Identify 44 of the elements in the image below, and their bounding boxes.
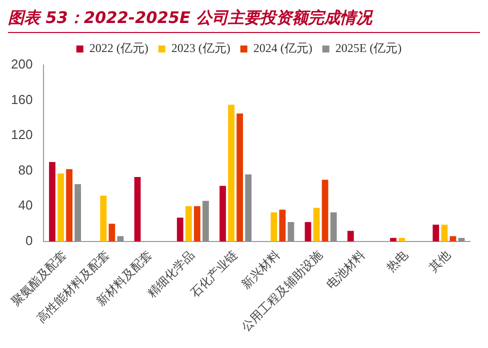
bar <box>58 174 64 242</box>
bar <box>288 222 294 242</box>
y-tick-label: 80 <box>18 162 33 178</box>
bar <box>228 104 234 242</box>
bar <box>322 180 328 242</box>
bar <box>185 206 192 242</box>
bar <box>220 186 226 242</box>
bar <box>100 196 107 242</box>
chart-title: 图表 53：2022-2025E 公司主要投资额完成情况 <box>8 8 480 33</box>
x-tick-label: 其他 <box>426 248 454 275</box>
bar <box>108 224 116 242</box>
bar <box>74 184 81 242</box>
bar <box>432 224 440 242</box>
bar <box>441 224 448 242</box>
x-tick-label: 电池材料 <box>324 248 368 292</box>
bar <box>236 114 243 242</box>
x-tick-label: 热电 <box>384 248 410 275</box>
bar <box>450 236 456 242</box>
legend-label: 2025E (亿元) <box>335 41 402 56</box>
bar <box>202 200 209 242</box>
legend-label: 2023 (亿元) <box>171 41 230 56</box>
bar <box>347 230 354 242</box>
y-tick-label: 0 <box>25 233 33 248</box>
bar <box>458 238 465 242</box>
legend-label: 2024 (亿元) <box>253 41 312 56</box>
bar <box>313 208 320 242</box>
bar <box>117 236 124 242</box>
bar <box>66 169 72 242</box>
y-tick-label: 120 <box>10 127 33 142</box>
bar <box>134 177 141 242</box>
bar <box>49 162 56 242</box>
y-tick-label: 160 <box>10 92 33 107</box>
bar <box>270 212 278 242</box>
bar <box>194 206 200 242</box>
y-tick-label: 40 <box>18 198 33 213</box>
bar <box>304 222 312 242</box>
bar <box>398 238 405 242</box>
bar <box>176 218 184 242</box>
bar <box>245 174 252 242</box>
bar <box>390 238 396 242</box>
y-tick-label: 200 <box>10 56 33 72</box>
bar <box>330 212 337 242</box>
bar <box>279 210 286 242</box>
legend-label: 2022 (亿元) <box>89 41 148 56</box>
